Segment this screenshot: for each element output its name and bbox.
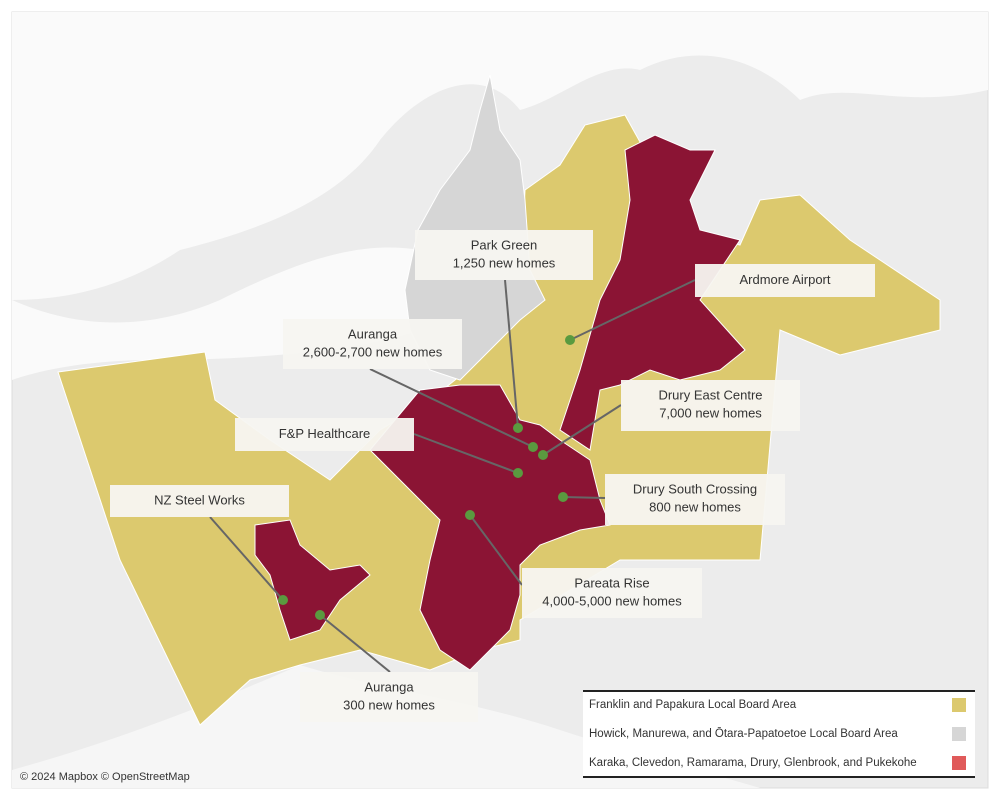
callout-title: Drury South Crossing	[633, 481, 757, 496]
callout-detail: 300 new homes	[343, 697, 435, 712]
callout-box	[605, 474, 785, 525]
site-dot	[315, 610, 325, 620]
callout-detail: 7,000 new homes	[659, 405, 762, 420]
growth-area	[254, 519, 371, 641]
callout-title: F&P Healthcare	[279, 426, 371, 441]
callout-detail: 2,600-2,700 new homes	[303, 344, 443, 359]
leader-line	[209, 516, 284, 601]
callout-title: Park Green	[471, 237, 537, 252]
site-dot	[513, 468, 523, 478]
site-dot	[278, 595, 288, 605]
legend-swatch	[952, 727, 966, 741]
site-dot	[558, 492, 568, 502]
leader-line	[569, 279, 696, 341]
callout-detail: 4,000-5,000 new homes	[542, 593, 682, 608]
callout-box	[522, 568, 702, 618]
legend-box	[583, 690, 975, 777]
legend-label: Howick, Manurewa, and Ōtara-Papatoetoe L…	[589, 728, 898, 740]
leader-line	[319, 614, 391, 673]
site-dot	[538, 450, 548, 460]
water	[12, 665, 760, 788]
callout-box	[235, 418, 414, 451]
leader-line	[369, 368, 534, 448]
callout-box	[695, 264, 875, 297]
site-dot	[528, 442, 538, 452]
attribution: © 2024 Mapbox © OpenStreetMap	[20, 771, 190, 783]
leader-line	[413, 433, 519, 474]
callout-detail: 800 new homes	[649, 499, 741, 514]
site-dot	[565, 335, 575, 345]
callout-title: Drury East Centre	[658, 387, 762, 402]
leader-line	[469, 514, 523, 586]
callout-title: NZ Steel Works	[154, 492, 245, 507]
legend: Franklin and Papakura Local Board Area Ho…	[583, 690, 975, 778]
callout-title: Ardmore Airport	[739, 272, 830, 287]
callout-box	[283, 319, 462, 369]
legend-label: Karaka, Clevedon, Ramarama, Drury, Glenb…	[589, 757, 917, 769]
callout-box	[110, 485, 289, 517]
legend-swatch	[952, 698, 966, 712]
legend-label: Franklin and Papakura Local Board Area	[589, 699, 797, 711]
leader-line	[542, 404, 622, 456]
site-dot	[465, 510, 475, 520]
callout-box	[300, 672, 478, 722]
leader-line	[504, 279, 519, 429]
callout-title: Auranga	[348, 326, 398, 341]
water	[12, 12, 988, 300]
callout-box	[415, 230, 593, 280]
callout-box	[621, 380, 800, 431]
callout-detail: 1,250 new homes	[453, 255, 556, 270]
callout-title: Pareata Rise	[574, 575, 649, 590]
callout-title: Auranga	[364, 679, 414, 694]
site-dot	[513, 423, 523, 433]
legend-swatch	[952, 756, 966, 770]
leader-line	[562, 496, 606, 499]
